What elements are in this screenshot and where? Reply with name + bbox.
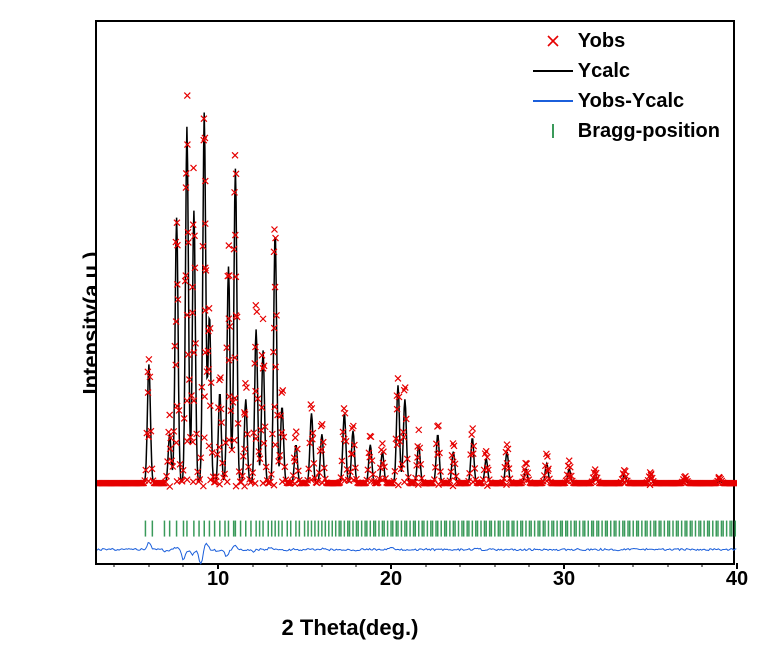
xtick-minor [148,563,149,567]
xtick-minor [114,563,115,567]
xtick-minor [494,563,495,567]
legend-item-yobs: Yobs [528,28,720,54]
xtick-label: 20 [380,568,402,591]
legend-label-bragg: Bragg-position [578,120,720,143]
xtick-minor [425,563,426,567]
legend-label-diff: Yobs-Ycalc [578,90,684,113]
xtick-minor [598,563,599,567]
x-axis-label: 2 Theta(deg.) [282,615,419,641]
xtick-label: 30 [553,568,575,591]
legend-item-ycalc: Ycalc [528,58,720,84]
legend-symbol-bragg [528,121,578,141]
legend-symbol-ycalc [528,61,578,81]
legend-item-bragg: Bragg-position [528,118,720,144]
xtick-label: 40 [726,568,748,591]
xtick-minor [252,563,253,567]
xtick-mark [390,563,392,569]
xtick-minor [356,563,357,567]
legend-label-yobs: Yobs [578,30,625,53]
xtick-minor [702,563,703,567]
legend-symbol-yobs [528,31,578,51]
xtick-minor [529,563,530,567]
xtick-minor [633,563,634,567]
xtick-minor [183,563,184,567]
xtick-minor [460,563,461,567]
xtick-minor [287,563,288,567]
legend-label-ycalc: Ycalc [578,60,630,83]
chart-container: 10203040 Yobs Ycalc Yobs-Ycalc Bragg-pos… [95,20,735,590]
legend-item-diff: Yobs-Ycalc [528,88,720,114]
legend: Yobs Ycalc Yobs-Ycalc Bragg-position [528,28,720,148]
xtick-mark [217,563,219,569]
xtick-minor [321,563,322,567]
xtick-label: 10 [207,568,229,591]
xtick-mark [563,563,565,569]
xtick-mark [736,563,738,569]
legend-symbol-diff [528,91,578,111]
xtick-minor [667,563,668,567]
